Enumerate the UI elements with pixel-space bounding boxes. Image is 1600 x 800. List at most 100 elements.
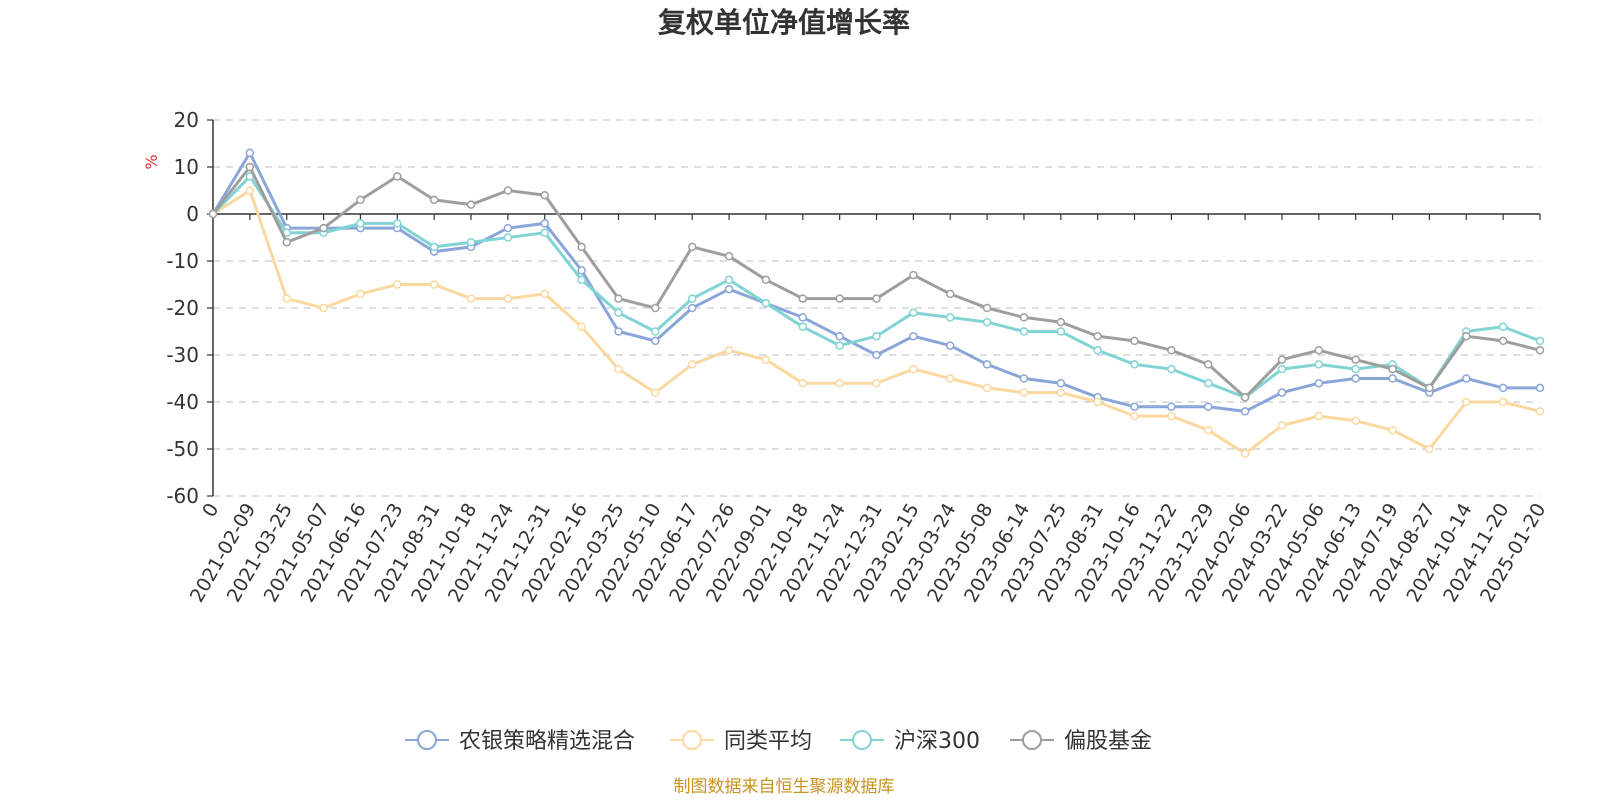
data-point: [835, 341, 844, 350]
data-point: [282, 237, 291, 247]
series-lines: [208, 148, 1545, 458]
data-point: [798, 313, 808, 322]
legend-item[interactable]: 农银策略精选混合: [405, 729, 635, 754]
data-point: [1130, 402, 1139, 411]
data-point: [909, 270, 918, 280]
data-point: [1314, 378, 1324, 388]
data-point: [1351, 355, 1360, 364]
data-point: [835, 378, 844, 388]
y-axis: 20 10 0 -10 -20 -30 -40 -50 -60: [166, 108, 214, 508]
legend-marker-icon: [1022, 730, 1042, 750]
data-point: [982, 303, 992, 313]
data-point: [1240, 407, 1250, 416]
data-point: [1167, 402, 1176, 411]
data-point: [1277, 364, 1287, 374]
legend-item[interactable]: 同类平均: [670, 729, 812, 754]
y-tick-label: -10: [166, 249, 199, 273]
data-point: [393, 219, 402, 228]
y-tick-label: -50: [166, 437, 199, 461]
data-point: [872, 294, 881, 303]
data-point: [1093, 346, 1102, 355]
data-point: [687, 303, 697, 313]
data-point: [909, 331, 918, 341]
data-point: [245, 186, 255, 195]
data-point: [1130, 336, 1139, 346]
data-point: [1314, 360, 1324, 369]
data-point: [319, 303, 328, 313]
legend-label: 沪深300: [894, 729, 980, 754]
data-point: [1240, 449, 1250, 458]
legend[interactable]: 农银策略精选混合 同类平均 沪深300 偏股基金: [405, 729, 1152, 754]
data-point: [1462, 331, 1471, 341]
source-note: 制图数据来自恒生聚源数据库: [674, 777, 895, 797]
data-point: [1167, 364, 1176, 374]
data-point: [687, 242, 697, 252]
data-point: [1425, 444, 1434, 454]
data-point: [872, 350, 881, 360]
data-point: [319, 223, 328, 233]
data-point: [1535, 407, 1545, 416]
data-point: [651, 327, 660, 336]
data-point: [687, 360, 697, 369]
data-point: [945, 374, 955, 383]
data-point: [1019, 374, 1029, 383]
data-point: [577, 266, 586, 275]
data-point: [798, 294, 808, 303]
data-point: [724, 284, 734, 294]
data-point: [1167, 346, 1176, 355]
data-point: [835, 331, 844, 341]
data-point: [429, 280, 439, 289]
legend-item[interactable]: 沪深300: [840, 729, 980, 754]
data-point: [282, 294, 291, 303]
data-point: [1204, 360, 1213, 369]
data-point: [909, 364, 918, 374]
data-point: [577, 275, 586, 285]
y-tick-label: 20: [174, 108, 199, 132]
data-point: [651, 303, 660, 313]
data-point: [1130, 360, 1139, 369]
series-0: [208, 148, 1545, 416]
data-point: [1351, 364, 1360, 374]
y-tick-label: -40: [166, 390, 199, 414]
data-point: [761, 275, 771, 285]
data-point: [651, 388, 660, 397]
y-axis-unit-label: %: [142, 154, 161, 169]
data-point: [503, 186, 513, 195]
y-tick-label: 0: [186, 202, 199, 226]
data-point: [1314, 411, 1324, 421]
legend-label: 偏股基金: [1064, 729, 1152, 754]
data-point: [503, 223, 513, 233]
x-tick-label: 0: [198, 500, 223, 521]
data-point: [614, 308, 623, 317]
data-point: [429, 195, 439, 205]
y-tick-label: 10: [174, 155, 199, 179]
data-point: [1240, 393, 1250, 402]
y-tick-label: -60: [166, 484, 199, 508]
series-3: [208, 162, 1545, 402]
data-point: [208, 209, 218, 219]
legend-item[interactable]: 偏股基金: [1010, 729, 1152, 754]
legend-marker-icon: [417, 730, 437, 750]
series-line: [211, 174, 1541, 399]
data-point: [393, 280, 402, 289]
data-point: [540, 289, 549, 299]
data-point: [1056, 388, 1066, 397]
data-point: [761, 355, 771, 364]
data-point: [1204, 402, 1213, 411]
data-point: [1388, 364, 1397, 374]
data-point: [945, 341, 955, 350]
data-point: [1277, 388, 1287, 397]
data-point: [1056, 317, 1066, 327]
data-point: [466, 200, 476, 209]
legend-label: 农银策略精选混合: [459, 729, 635, 754]
data-point: [1462, 374, 1471, 383]
data-point: [1019, 388, 1029, 397]
data-point: [356, 219, 365, 228]
data-point: [1314, 346, 1324, 355]
legend-label: 同类平均: [724, 729, 812, 754]
data-point: [466, 294, 476, 303]
data-point: [1204, 378, 1213, 388]
data-point: [393, 172, 402, 181]
data-point: [687, 294, 697, 303]
data-point: [798, 378, 808, 388]
